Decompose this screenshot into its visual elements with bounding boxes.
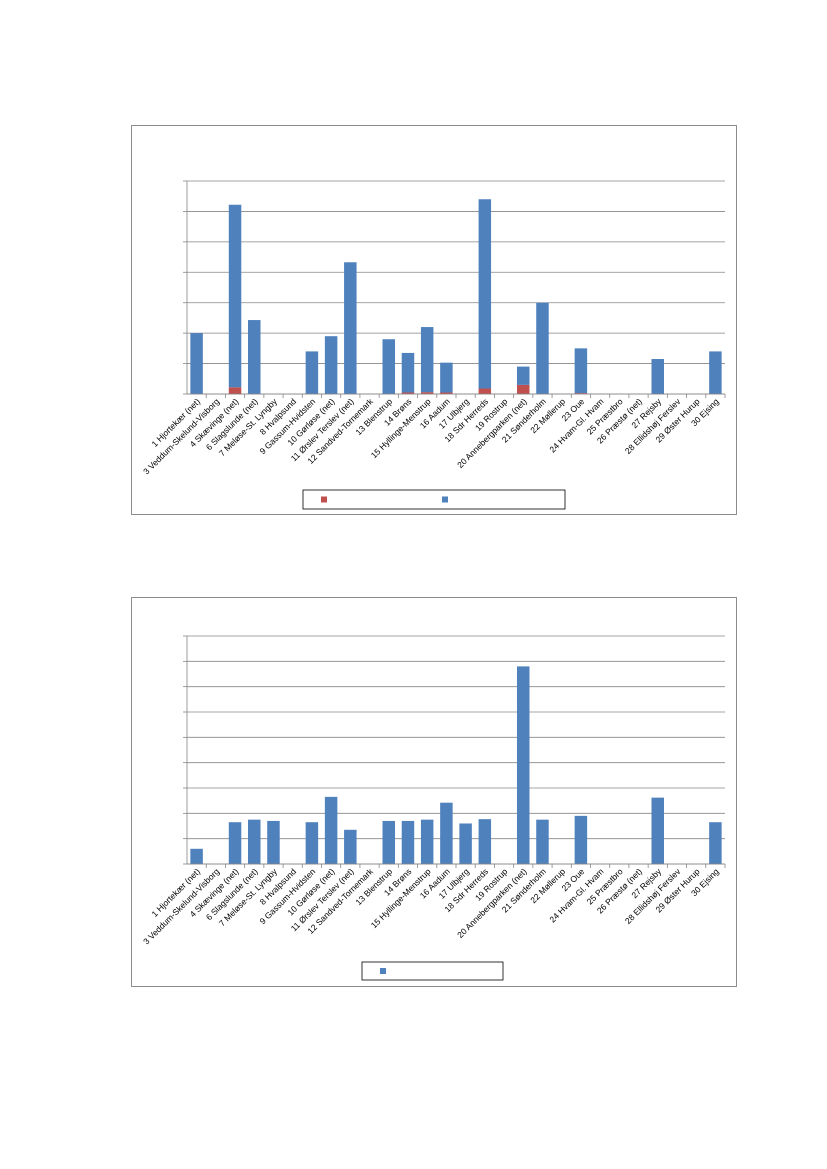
chart-2: 1 Hjortekær (net) 3 Veddum-Skelund-Visbor… [131, 597, 737, 987]
bar [190, 333, 203, 394]
bar [401, 820, 415, 864]
legend-marker [380, 968, 386, 974]
bar [190, 848, 203, 864]
bar [440, 392, 453, 394]
bar [536, 302, 549, 394]
bar [420, 392, 434, 394]
legend-box [361, 961, 504, 981]
bar [709, 351, 722, 394]
bar [401, 352, 415, 393]
bar [574, 348, 588, 394]
bar [382, 339, 395, 394]
chart-1-svg: 1 Hjortekær (net)3 Veddum-Skelund-Visbor… [141, 180, 726, 510]
bar [574, 815, 588, 864]
chart-1: 1 Hjortekær (net) 3 Veddum-Skelund-Visbor… [131, 125, 737, 515]
bar [344, 262, 357, 394]
bar [459, 823, 472, 864]
bar [228, 387, 242, 394]
legend-marker [321, 496, 327, 503]
bar [228, 822, 242, 864]
bar [267, 820, 280, 864]
bar [651, 359, 664, 394]
bar [651, 797, 664, 864]
bar [517, 666, 530, 864]
bar [517, 384, 530, 394]
bar [709, 822, 722, 864]
legend-marker [442, 496, 448, 503]
bar [248, 320, 261, 394]
bar [536, 819, 549, 864]
bar [324, 796, 338, 864]
bar [344, 829, 357, 864]
bar [305, 822, 319, 864]
bar [420, 819, 434, 864]
chart-2-svg: 1 Hjortekær (net)3 Veddum-Skelund-Visbor… [141, 635, 726, 981]
bar [248, 819, 261, 864]
bar [478, 199, 492, 389]
bar [440, 802, 453, 864]
bar [574, 393, 588, 394]
bar [478, 388, 492, 394]
bar [228, 204, 242, 388]
bar [305, 351, 319, 394]
bar [324, 336, 338, 394]
x-tick-label: 3 Veddum-Skelund-Visborg [141, 396, 221, 476]
bar [478, 819, 492, 864]
bar [440, 362, 453, 393]
x-tick-label: 3 Veddum-Skelund-Visborg [141, 866, 221, 946]
bar [420, 327, 434, 393]
legend-box [302, 489, 566, 510]
bar [401, 392, 415, 394]
bar [517, 366, 530, 385]
bar [382, 820, 395, 864]
